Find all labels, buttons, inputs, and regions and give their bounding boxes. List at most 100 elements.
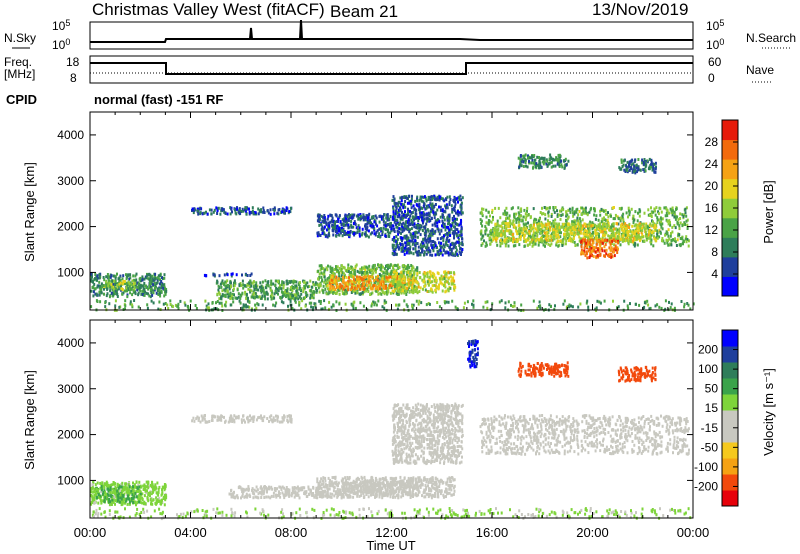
- data-cell: [639, 227, 642, 231]
- data-cell: [113, 290, 116, 294]
- data-cell: [371, 287, 374, 291]
- data-cell: [267, 284, 270, 288]
- data-cell: [385, 264, 388, 268]
- data-cell: [356, 291, 359, 295]
- data-cell: [433, 278, 436, 282]
- data-cell: [518, 214, 520, 218]
- data-cell: [248, 210, 251, 214]
- data-cell: [442, 243, 445, 247]
- data-cell: [410, 197, 413, 201]
- data-cell: [599, 242, 602, 246]
- data-cell: [443, 222, 446, 226]
- data-cell: [288, 297, 291, 301]
- data-cell: [353, 281, 356, 285]
- data-cell: [512, 220, 515, 224]
- data-cell: [298, 284, 301, 288]
- data-cell: [291, 289, 294, 293]
- data-cell: [323, 275, 326, 279]
- data-cell: [422, 244, 425, 248]
- data-cell: [137, 291, 140, 295]
- data-cell: [112, 283, 114, 287]
- data-cell: [396, 237, 399, 241]
- data-cell: [627, 230, 630, 233]
- data-cell: [151, 276, 154, 280]
- data-cell: [443, 209, 446, 213]
- data-cell: [366, 287, 369, 291]
- data-cell: [656, 236, 659, 240]
- data-cell: [402, 268, 405, 272]
- data-cell: [680, 237, 683, 241]
- data-cell: [446, 195, 449, 199]
- data-cell: [269, 286, 272, 290]
- data-cell: [322, 215, 325, 219]
- data-cell: [481, 242, 484, 246]
- data-cell: [532, 165, 535, 169]
- data-cell: [389, 275, 392, 279]
- data-cell: [136, 281, 139, 285]
- data-cell: [673, 210, 676, 214]
- data-cell: [356, 214, 358, 218]
- data-cell: [329, 265, 332, 269]
- data-cell: [480, 221, 483, 225]
- data-cell: [94, 292, 97, 296]
- data-cell: [599, 225, 602, 229]
- data-cell: [607, 238, 610, 242]
- data-cell: [289, 206, 292, 210]
- data-cell: [321, 225, 324, 229]
- data-cell: [635, 223, 638, 227]
- data-cell: [527, 156, 530, 160]
- data-cell: [497, 228, 500, 232]
- data-cell: [413, 207, 416, 211]
- data-cell: [410, 268, 413, 272]
- data-cell: [330, 269, 333, 273]
- data-cell: [606, 219, 609, 223]
- data-cell: [687, 239, 690, 243]
- data-cell: [338, 227, 341, 231]
- data-cell: [661, 227, 664, 231]
- data-cell: [459, 205, 462, 209]
- data-cell: [96, 274, 99, 278]
- data-cell: [347, 270, 350, 274]
- data-cell: [371, 215, 374, 219]
- data-cell: [124, 282, 127, 286]
- data-cell: [286, 293, 289, 297]
- data-cell: [135, 278, 138, 282]
- data-cell: [617, 232, 620, 236]
- data-cell: [577, 219, 580, 223]
- data-cell: [460, 232, 463, 236]
- data-cell: [426, 275, 429, 279]
- data-cell: [136, 288, 139, 292]
- data-cell: [419, 227, 422, 231]
- data-cell: [659, 231, 662, 235]
- data-cell: [392, 266, 394, 269]
- data-cell: [160, 276, 163, 279]
- data-cell: [261, 294, 264, 298]
- data-cell: [530, 156, 533, 160]
- data-cell: [580, 245, 583, 249]
- data-cell: [157, 277, 160, 281]
- data-cell: [384, 286, 387, 290]
- data-cell: [322, 289, 324, 293]
- data-cell: [615, 227, 617, 231]
- data-cell: [686, 223, 689, 227]
- data-cell: [562, 208, 565, 212]
- data-cell: [549, 155, 552, 159]
- data-cell: [447, 253, 450, 257]
- data-cell: [423, 253, 426, 257]
- data-cell: [316, 282, 319, 286]
- data-cell: [95, 293, 98, 297]
- data-cell: [420, 199, 423, 203]
- data-cell: [295, 292, 298, 296]
- data-cell: [239, 212, 242, 215]
- data-cell: [362, 213, 365, 217]
- data-cell: [532, 236, 535, 240]
- data-cell: [556, 158, 559, 162]
- data-cell: [638, 208, 641, 212]
- data-cell: [538, 238, 541, 242]
- data-cell: [457, 235, 460, 239]
- data-cell: [103, 287, 105, 291]
- data-cell: [543, 206, 546, 209]
- data-cell: [338, 229, 340, 233]
- data-cell: [594, 231, 597, 235]
- data-cell: [414, 235, 417, 239]
